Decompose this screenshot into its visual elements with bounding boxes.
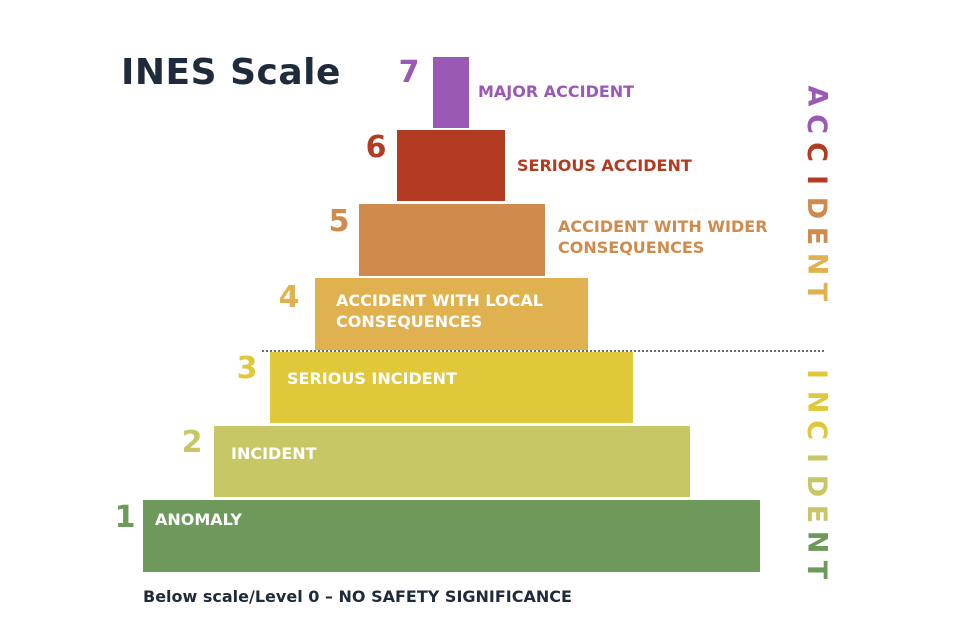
- level-2-bar: [214, 426, 690, 497]
- level-1-bar: [143, 500, 760, 572]
- page-title: INES Scale: [121, 52, 341, 93]
- incident-side-label-letter: N: [800, 390, 832, 414]
- level-5-number: 5: [328, 204, 350, 239]
- level-7-label: MAJOR ACCIDENT: [478, 82, 635, 101]
- accident-side-label-letter: I: [800, 174, 832, 186]
- level-3-bar: [270, 352, 633, 423]
- level-5-label: ACCIDENT WITH WIDER CONSEQUENCES: [558, 217, 768, 257]
- accident-side-label-letter: C: [800, 142, 832, 162]
- incident-side-label-letter: C: [800, 420, 832, 440]
- footer-note: Below scale/Level 0 – NO SAFETY SIGNIFIC…: [143, 587, 572, 606]
- level-3-label: SERIOUS INCIDENT: [287, 369, 457, 388]
- level-2-number: 2: [181, 425, 203, 460]
- accident-side-label-letter: A: [801, 85, 832, 107]
- level-4-bar: [315, 278, 588, 350]
- level-6-number: 6: [365, 130, 387, 165]
- incident-side-label-letter: I: [800, 368, 832, 380]
- level-1-label: ANOMALY: [155, 510, 242, 529]
- level-7-bar: [433, 57, 469, 128]
- level-4-number: 4: [278, 280, 300, 315]
- accident-side-label-letter: T: [800, 282, 832, 302]
- accident-side-label-letter: C: [800, 114, 832, 134]
- incident-side-label-letter: N: [800, 530, 832, 554]
- incident-side-label-letter: I: [800, 452, 832, 464]
- level-1-number: 1: [114, 500, 136, 535]
- level-6-bar: [397, 130, 505, 201]
- level-3-number: 3: [236, 351, 258, 386]
- accident-side-label-letter: D: [800, 196, 832, 220]
- level-2-label: INCIDENT: [231, 444, 317, 463]
- level-6-label: SERIOUS ACCIDENT: [517, 156, 692, 175]
- level-4-label: ACCIDENT WITH LOCAL CONSEQUENCES: [336, 291, 543, 331]
- level-7-number: 7: [398, 55, 420, 90]
- level-5-bar: [359, 204, 545, 276]
- accident-side-label-letter: N: [800, 252, 832, 276]
- accident-side-label-letter: E: [800, 226, 832, 246]
- accident-incident-divider: [262, 350, 824, 352]
- incident-side-label-letter: E: [800, 504, 832, 524]
- incident-side-label-letter: T: [800, 560, 832, 580]
- incident-side-label-letter: D: [800, 474, 832, 498]
